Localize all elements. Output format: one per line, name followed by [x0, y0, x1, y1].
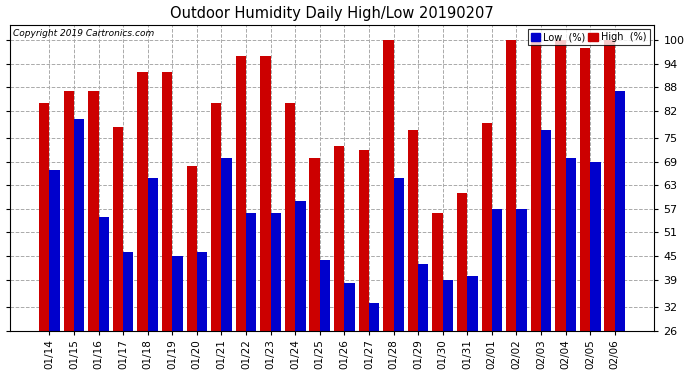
Bar	[531, 40, 541, 330]
Bar	[359, 150, 369, 330]
Bar	[566, 158, 576, 330]
Bar	[590, 162, 600, 330]
Bar	[63, 91, 74, 330]
Bar	[516, 209, 526, 330]
Bar	[580, 48, 590, 330]
Bar	[467, 276, 477, 330]
Bar	[197, 252, 207, 330]
Bar	[211, 103, 221, 330]
Bar	[112, 126, 123, 330]
Bar	[334, 146, 344, 330]
Bar	[309, 158, 319, 330]
Bar	[236, 56, 246, 330]
Bar	[270, 213, 281, 330]
Bar	[418, 264, 428, 330]
Bar	[506, 40, 516, 330]
Bar	[443, 279, 453, 330]
Bar	[393, 177, 404, 330]
Bar	[457, 193, 467, 330]
Bar	[50, 170, 59, 330]
Bar	[604, 40, 615, 330]
Bar	[221, 158, 232, 330]
Bar	[99, 217, 109, 330]
Bar	[433, 213, 443, 330]
Bar	[39, 103, 50, 330]
Bar	[319, 260, 330, 330]
Bar	[383, 40, 393, 330]
Bar	[148, 177, 158, 330]
Bar	[246, 213, 257, 330]
Bar	[186, 166, 197, 330]
Legend: Low  (%), High  (%): Low (%), High (%)	[528, 29, 649, 45]
Bar	[88, 91, 99, 330]
Bar	[137, 72, 148, 330]
Bar	[555, 40, 566, 330]
Bar	[172, 256, 183, 330]
Bar	[162, 72, 172, 330]
Bar	[369, 303, 380, 330]
Title: Outdoor Humidity Daily High/Low 20190207: Outdoor Humidity Daily High/Low 20190207	[170, 6, 494, 21]
Bar	[492, 209, 502, 330]
Bar	[344, 284, 355, 330]
Bar	[295, 201, 306, 330]
Bar	[123, 252, 133, 330]
Bar	[260, 56, 270, 330]
Bar	[482, 123, 492, 330]
Bar	[285, 103, 295, 330]
Bar	[408, 130, 418, 330]
Bar	[615, 91, 625, 330]
Text: Copyright 2019 Cartronics.com: Copyright 2019 Cartronics.com	[13, 29, 154, 38]
Bar	[74, 118, 84, 330]
Bar	[541, 130, 551, 330]
